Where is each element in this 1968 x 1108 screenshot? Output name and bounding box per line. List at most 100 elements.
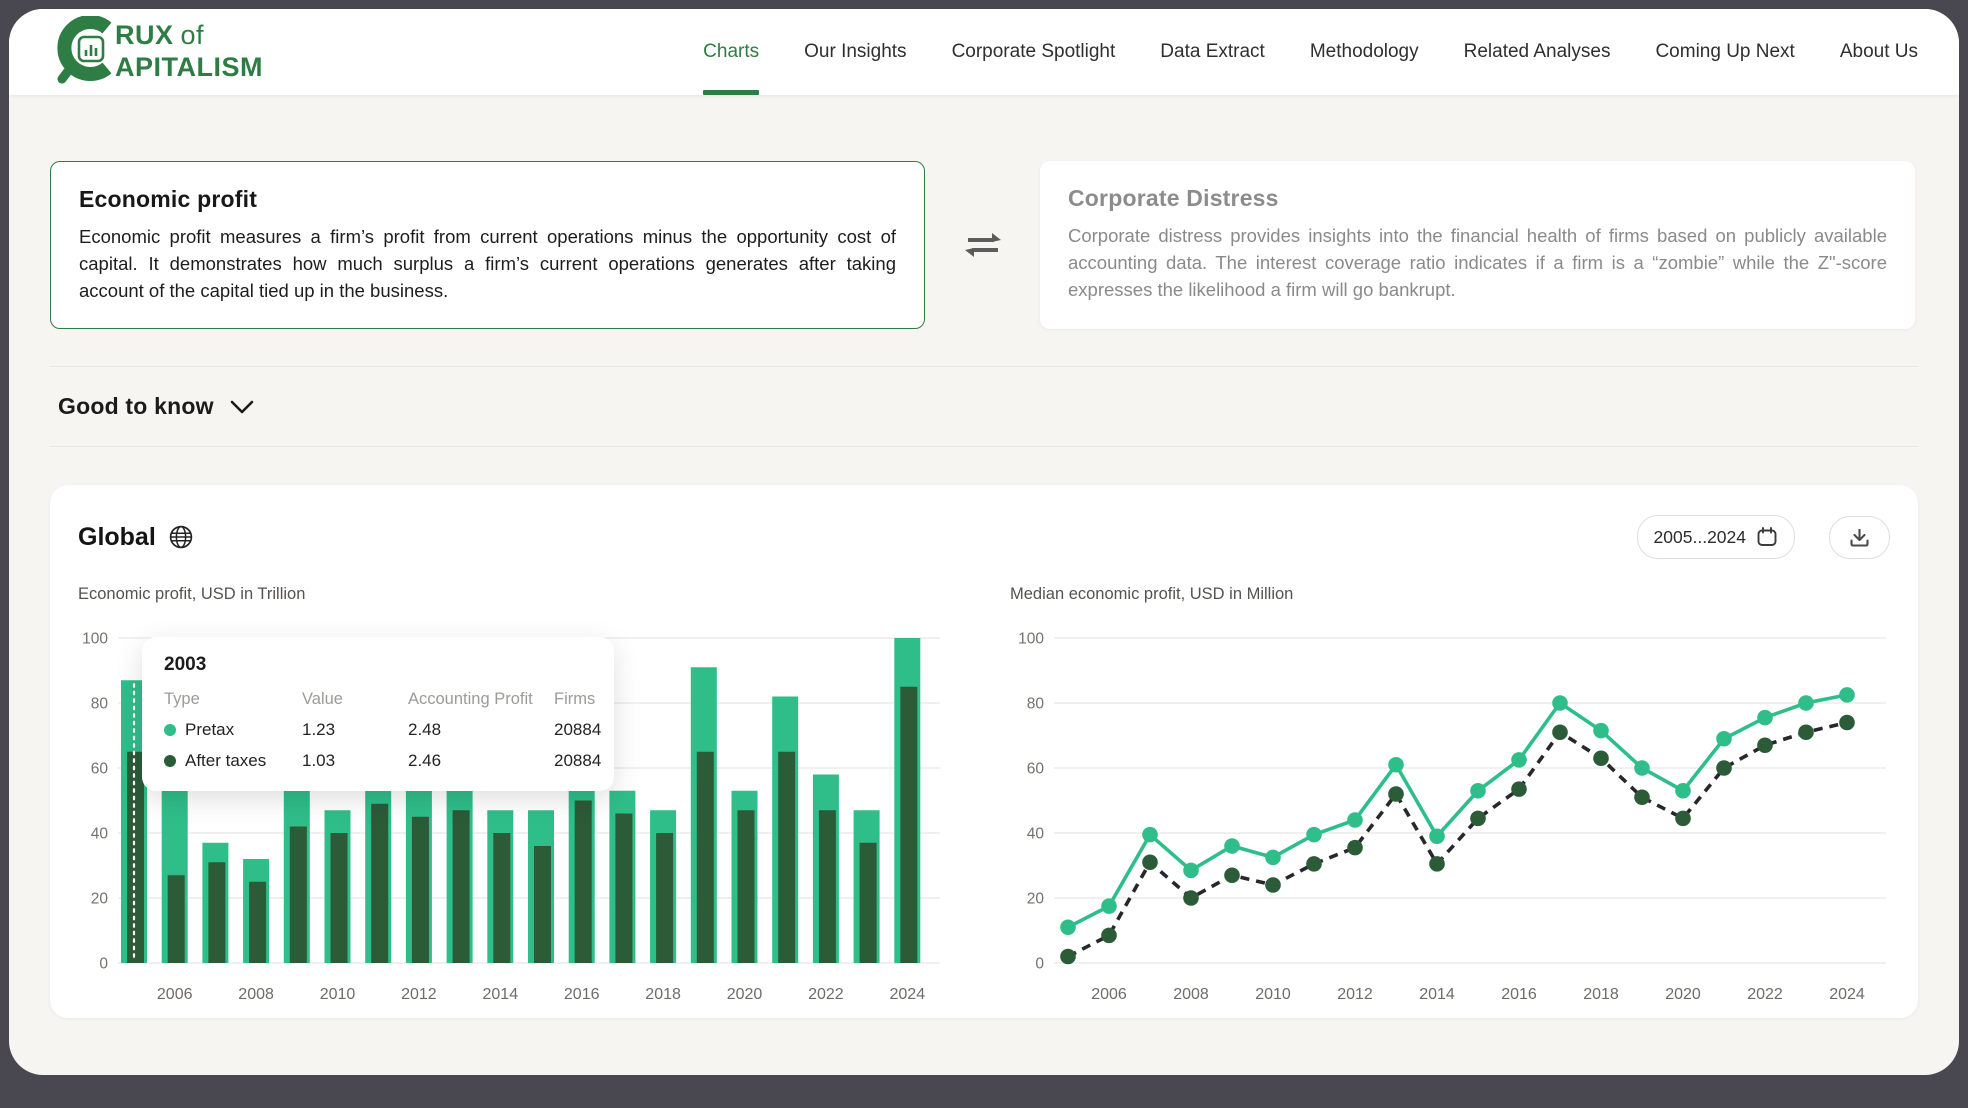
svg-text:2014: 2014	[1419, 986, 1455, 1003]
region-label: Global	[78, 522, 156, 551]
svg-text:2016: 2016	[1501, 986, 1537, 1003]
brand-line1: RUX	[115, 20, 174, 50]
region-title: Global	[78, 523, 194, 552]
aftertax-dot-icon	[164, 755, 176, 768]
svg-text:60: 60	[1027, 761, 1045, 778]
svg-text:2008: 2008	[1173, 986, 1209, 1003]
line-chart-svg[interactable]: 0 20 40 60 80 100 2006 2008 2010 2012 2014 2016 2018…	[1010, 622, 1890, 1016]
nav-label: About Us	[1839, 41, 1918, 62]
dots-aftertax	[1060, 715, 1855, 965]
economic-profit-title: Economic profit	[79, 186, 258, 212]
tooltip-header-type: Type	[164, 690, 200, 709]
svg-text:0: 0	[99, 956, 108, 973]
svg-text:80: 80	[91, 696, 109, 713]
nav-item-data-extract[interactable]: Data Extract	[1160, 9, 1265, 95]
economic-profit-card[interactable]: Economic profit Economic profit measures…	[50, 161, 925, 330]
brand-logo[interactable]: RUX of APITALISM	[55, 16, 285, 88]
svg-text:2022: 2022	[1747, 986, 1783, 1003]
svg-text:2010: 2010	[1255, 986, 1291, 1003]
main-nav: Charts Our Insights Corporate Spotlight …	[658, 9, 1918, 95]
svg-text:2018: 2018	[1583, 986, 1619, 1003]
line-aftertax	[1067, 721, 1848, 959]
nav-item-about-us[interactable]: About Us	[1840, 9, 1918, 95]
svg-text:2024: 2024	[1829, 986, 1865, 1003]
tooltip-pretax-value: 1.23	[302, 720, 336, 740]
nav-item-charts[interactable]: Charts	[703, 9, 759, 95]
nav-item-coming-up-next[interactable]: Coming Up Next	[1655, 9, 1794, 95]
brand-line1-suffix: of	[181, 20, 205, 50]
line-chart-title: Median economic profit, USD in Million	[1010, 585, 1294, 604]
tooltip-pretax-label: Pretax	[185, 720, 235, 740]
svg-text:2022: 2022	[808, 986, 844, 1003]
chart-panel: Global 2005...2024	[50, 485, 1918, 1019]
tooltip-header-firms: Firms	[554, 690, 596, 709]
chart-panel-header: Global 2005...2024	[78, 515, 1890, 560]
header: RUX of APITALISM Charts Our Insights Corp…	[9, 9, 1959, 95]
svg-text:2006: 2006	[1091, 986, 1127, 1003]
svg-text:2014: 2014	[483, 986, 519, 1003]
tooltip-row-aftertax: After taxes	[164, 751, 302, 771]
corporate-distress-description: Corporate distress provides insights int…	[1068, 225, 1887, 300]
globe-icon	[169, 526, 193, 549]
download-button[interactable]	[1829, 515, 1890, 559]
svg-text:2012: 2012	[1337, 986, 1373, 1003]
date-range-button[interactable]: 2005...2024	[1636, 515, 1795, 560]
nav-item-methodology[interactable]: Methodology	[1310, 9, 1419, 95]
tooltip-aftertax-value: 1.03	[302, 751, 336, 771]
svg-text:100: 100	[1018, 631, 1044, 648]
tooltip-year: 2003	[164, 654, 207, 676]
svg-text:40: 40	[91, 826, 109, 843]
svg-text:2006: 2006	[157, 986, 193, 1003]
calendar-icon	[1757, 527, 1777, 547]
nav-item-corporate-spotlight[interactable]: Corporate Spotlight	[952, 9, 1116, 95]
svg-text:2018: 2018	[645, 986, 681, 1003]
nav-label: Corporate Spotlight	[951, 41, 1116, 62]
tooltip-pretax-accounting-profit: 2.48	[408, 720, 442, 740]
tooltip-pretax-firms: 20884	[554, 720, 602, 740]
svg-text:80: 80	[1027, 696, 1045, 713]
app-window: RUX of APITALISM Charts Our Insights Corp…	[9, 9, 1959, 1075]
svg-text:2016: 2016	[564, 986, 600, 1003]
nav-item-our-insights[interactable]: Our Insights	[804, 9, 906, 95]
nav-label: Related Analyses	[1463, 41, 1611, 62]
svg-text:40: 40	[1027, 826, 1045, 843]
tooltip-table: Type Value Accounting Profit Firms Preta…	[164, 690, 601, 771]
tooltip-header-accounting-profit: Accounting Profit	[408, 690, 533, 709]
download-icon	[1850, 528, 1869, 547]
dots-pretax	[1060, 687, 1855, 936]
tooltip-aftertax-label: After taxes	[185, 751, 267, 771]
tooltip-row-pretax: Pretax	[164, 720, 302, 740]
nav-label: Our Insights	[804, 41, 907, 62]
svg-text:2024: 2024	[890, 986, 926, 1003]
brand-logo-icon: RUX of APITALISM	[57, 16, 263, 84]
svg-text:2012: 2012	[401, 986, 437, 1003]
svg-text:0: 0	[1035, 956, 1044, 973]
swap-cards-button[interactable]	[925, 161, 1040, 329]
svg-text:20: 20	[91, 891, 109, 908]
corporate-distress-card[interactable]: Corporate Distress Corporate distress pr…	[1040, 161, 1915, 330]
line-pretax	[1067, 693, 1848, 930]
pretax-dot-icon	[164, 724, 176, 737]
tooltip-aftertax-firms: 20884	[554, 751, 602, 771]
tooltip-header-value: Value	[302, 690, 343, 709]
nav-label: Data Extract	[1160, 41, 1265, 62]
svg-text:100: 100	[82, 631, 108, 648]
x-labels: 2006 2008 2010 2012 2014 2016 2018 2020 2022 2024	[1091, 986, 1865, 1003]
chart-tooltip: 2003 Type Value Accounting Profit Firms …	[142, 637, 614, 792]
brand-line2: APITALISM	[115, 52, 263, 82]
svg-text:2020: 2020	[1665, 986, 1701, 1003]
bar-chart-svg[interactable]: 0 20 40 60 80 100 2006 2008 2010 2012 2014 2016 2018…	[78, 622, 950, 1016]
y-grid: 0 20 40 60 80 100	[1018, 631, 1886, 973]
svg-text:20: 20	[1027, 891, 1045, 908]
nav-item-related-analyses[interactable]: Related Analyses	[1464, 9, 1611, 95]
svg-text:60: 60	[91, 761, 109, 778]
tooltip-aftertax-accounting-profit: 2.46	[408, 751, 442, 771]
definition-cards-row: Economic profit Economic profit measures…	[50, 161, 1918, 330]
date-range-label: 2005...2024	[1653, 526, 1746, 547]
chevron-down-icon	[230, 400, 254, 414]
corporate-distress-title: Corporate Distress	[1068, 185, 1279, 211]
svg-text:2020: 2020	[727, 986, 763, 1003]
nav-label: Coming Up Next	[1655, 41, 1795, 62]
bars-aftertax	[127, 687, 918, 964]
good-to-know-toggle[interactable]: Good to know	[50, 366, 1918, 448]
